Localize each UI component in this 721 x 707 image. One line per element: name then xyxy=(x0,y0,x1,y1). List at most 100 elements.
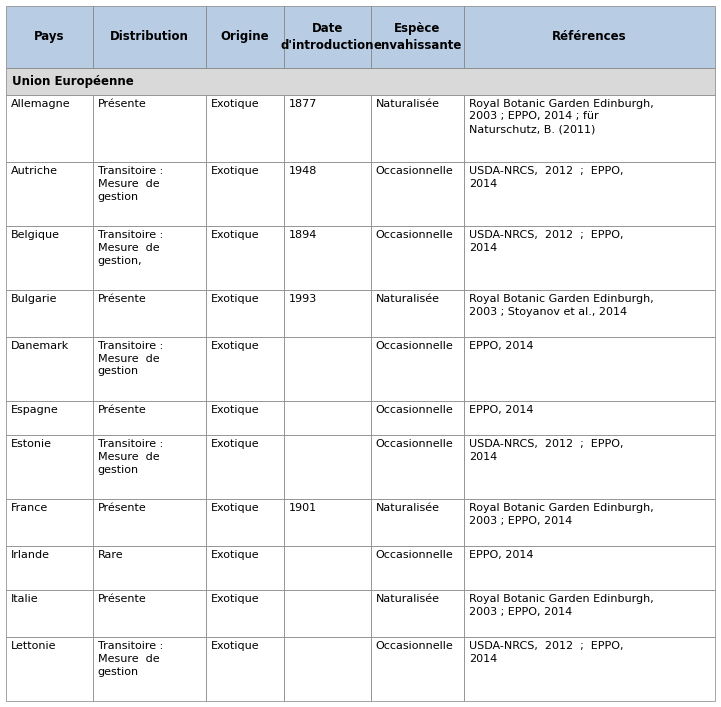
Text: Exotique: Exotique xyxy=(211,98,260,109)
Text: Irlande: Irlande xyxy=(11,550,50,560)
Text: Naturalisée: Naturalisée xyxy=(376,595,440,604)
Bar xyxy=(92,499,205,546)
Text: Royal Botanic Garden Edinburgh,
2003 ; Stoyanov et al., 2014: Royal Botanic Garden Edinburgh, 2003 ; S… xyxy=(469,294,654,317)
Bar xyxy=(284,337,371,401)
Bar xyxy=(92,637,205,701)
Text: Exotique: Exotique xyxy=(211,503,260,513)
Bar xyxy=(6,499,92,546)
Bar xyxy=(371,499,464,546)
Bar xyxy=(464,546,715,590)
Text: USDA-NRCS,  2012  ;  EPPO,
2014: USDA-NRCS, 2012 ; EPPO, 2014 xyxy=(469,166,624,189)
Text: Transitoire :
Mesure  de
gestion: Transitoire : Mesure de gestion xyxy=(97,439,163,475)
Bar xyxy=(284,226,371,290)
Text: Transitoire :
Mesure  de
gestion: Transitoire : Mesure de gestion xyxy=(97,641,163,677)
Bar xyxy=(92,436,205,499)
Bar xyxy=(205,436,284,499)
Bar xyxy=(284,436,371,499)
Text: EPPO, 2014: EPPO, 2014 xyxy=(469,550,534,560)
Text: Présente: Présente xyxy=(97,595,146,604)
Bar xyxy=(92,162,205,226)
Bar xyxy=(6,637,92,701)
Text: EPPO, 2014: EPPO, 2014 xyxy=(469,341,534,351)
Text: Belgique: Belgique xyxy=(11,230,60,240)
Text: Distribution: Distribution xyxy=(110,30,188,43)
Text: Présente: Présente xyxy=(97,98,146,109)
Bar xyxy=(464,226,715,290)
Bar xyxy=(92,546,205,590)
Bar xyxy=(284,401,371,436)
Bar xyxy=(205,6,284,67)
Text: Exotique: Exotique xyxy=(211,439,260,450)
Text: Rare: Rare xyxy=(97,550,123,560)
Bar xyxy=(284,290,371,337)
Text: Naturalisée: Naturalisée xyxy=(376,503,440,513)
Bar xyxy=(92,337,205,401)
Bar xyxy=(92,6,205,67)
Text: 1993: 1993 xyxy=(289,294,317,304)
Text: Occasionnelle: Occasionnelle xyxy=(376,641,454,651)
Bar xyxy=(92,401,205,436)
Text: Espèce
envahissante: Espèce envahissante xyxy=(373,22,461,52)
Bar xyxy=(371,436,464,499)
Bar xyxy=(371,162,464,226)
Text: Naturalisée: Naturalisée xyxy=(376,294,440,304)
Bar xyxy=(205,499,284,546)
Bar xyxy=(92,95,205,162)
Text: Allemagne: Allemagne xyxy=(11,98,71,109)
Bar xyxy=(6,67,715,95)
Bar xyxy=(464,590,715,637)
Bar xyxy=(6,337,92,401)
Bar xyxy=(464,337,715,401)
Text: Royal Botanic Garden Edinburgh,
2003 ; EPPO, 2014 ; für
Naturschutz, B. (2011): Royal Botanic Garden Edinburgh, 2003 ; E… xyxy=(469,98,654,134)
Bar xyxy=(284,546,371,590)
Bar xyxy=(92,590,205,637)
Text: 1894: 1894 xyxy=(289,230,318,240)
Text: Occasionnelle: Occasionnelle xyxy=(376,230,454,240)
Text: Exotique: Exotique xyxy=(211,294,260,304)
Bar xyxy=(464,436,715,499)
Bar xyxy=(464,290,715,337)
Text: 1901: 1901 xyxy=(289,503,317,513)
Text: Exotique: Exotique xyxy=(211,230,260,240)
Bar xyxy=(464,401,715,436)
Bar xyxy=(6,401,92,436)
Text: Danemark: Danemark xyxy=(11,341,69,351)
Text: Exotique: Exotique xyxy=(211,166,260,176)
Text: Estonie: Estonie xyxy=(11,439,52,450)
Text: Espagne: Espagne xyxy=(11,405,58,415)
Text: Exotique: Exotique xyxy=(211,550,260,560)
Text: Présente: Présente xyxy=(97,405,146,415)
Text: EPPO, 2014: EPPO, 2014 xyxy=(469,405,534,415)
Bar xyxy=(205,546,284,590)
Bar xyxy=(371,637,464,701)
Bar xyxy=(6,95,92,162)
Bar xyxy=(284,499,371,546)
Text: Pays: Pays xyxy=(34,30,64,43)
Text: Exotique: Exotique xyxy=(211,405,260,415)
Bar xyxy=(205,95,284,162)
Text: Origine: Origine xyxy=(221,30,269,43)
Text: Occasionnelle: Occasionnelle xyxy=(376,166,454,176)
Bar xyxy=(284,95,371,162)
Bar xyxy=(205,337,284,401)
Text: 1877: 1877 xyxy=(289,98,318,109)
Bar xyxy=(205,290,284,337)
Text: USDA-NRCS,  2012  ;  EPPO,
2014: USDA-NRCS, 2012 ; EPPO, 2014 xyxy=(469,439,624,462)
Text: Italie: Italie xyxy=(11,595,39,604)
Bar xyxy=(464,162,715,226)
Text: Présente: Présente xyxy=(97,294,146,304)
Bar xyxy=(284,6,371,67)
Text: France: France xyxy=(11,503,48,513)
Text: Naturalisée: Naturalisée xyxy=(376,98,440,109)
Bar xyxy=(371,401,464,436)
Text: Références: Références xyxy=(552,30,627,43)
Bar xyxy=(6,590,92,637)
Text: Union Européenne: Union Européenne xyxy=(12,74,134,88)
Bar xyxy=(92,226,205,290)
Bar xyxy=(205,162,284,226)
Bar xyxy=(6,6,92,67)
Bar xyxy=(371,590,464,637)
Text: Transitoire :
Mesure  de
gestion: Transitoire : Mesure de gestion xyxy=(97,341,163,377)
Text: Autriche: Autriche xyxy=(11,166,58,176)
Text: Exotique: Exotique xyxy=(211,341,260,351)
